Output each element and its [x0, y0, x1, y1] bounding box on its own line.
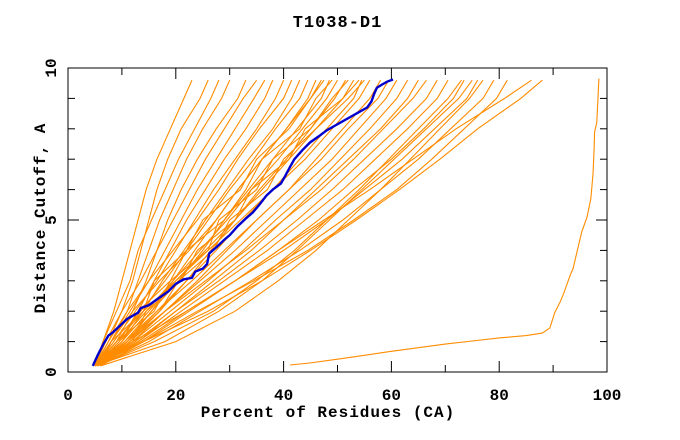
x-axis-label: Percent of Residues (CA) — [200, 404, 456, 422]
model-curve — [97, 79, 274, 367]
model-curve — [94, 79, 371, 367]
model-curve — [94, 79, 508, 367]
model-curve — [94, 79, 293, 367]
model-curve — [94, 79, 338, 367]
x-tick-label: 20 — [166, 387, 185, 405]
model-curve — [94, 79, 220, 367]
y-tick-label: 5 — [43, 215, 61, 225]
x-tick-label: 40 — [274, 387, 293, 405]
model-curve — [94, 79, 193, 367]
model-curve — [94, 79, 209, 367]
model-curve — [94, 79, 365, 367]
model-curve — [97, 79, 360, 367]
model-curve — [94, 79, 532, 367]
model-curve — [97, 79, 495, 367]
model-curve — [94, 79, 449, 367]
model-curve — [94, 79, 409, 367]
x-tick-label: 80 — [490, 387, 509, 405]
y-axis-label: Distance Cutoff, A — [32, 122, 50, 314]
model-curve — [100, 79, 465, 367]
y-tick-label: 0 — [43, 367, 61, 377]
model-curve — [97, 79, 301, 367]
model-curve — [97, 79, 398, 367]
model-curve — [94, 79, 543, 367]
model-curve — [94, 79, 322, 367]
model-curve — [99, 79, 325, 367]
model-curve — [94, 79, 390, 367]
model-curve — [94, 79, 427, 367]
model-curve — [97, 79, 231, 367]
model-curve — [94, 79, 285, 367]
model-curve — [94, 79, 258, 367]
y-tick-label: 10 — [43, 58, 61, 77]
model-curve — [94, 79, 247, 367]
model-curve — [97, 79, 438, 367]
x-tick-label: 60 — [382, 387, 401, 405]
outlier-curve — [290, 78, 600, 366]
model-curve — [100, 79, 484, 367]
model-curve — [97, 79, 462, 367]
chart-title: T1038-D1 — [292, 14, 383, 33]
x-tick-label: 0 — [63, 387, 73, 405]
model-curve — [94, 79, 473, 367]
best-model-curve — [91, 78, 394, 367]
x-tick-label: 100 — [593, 387, 622, 405]
